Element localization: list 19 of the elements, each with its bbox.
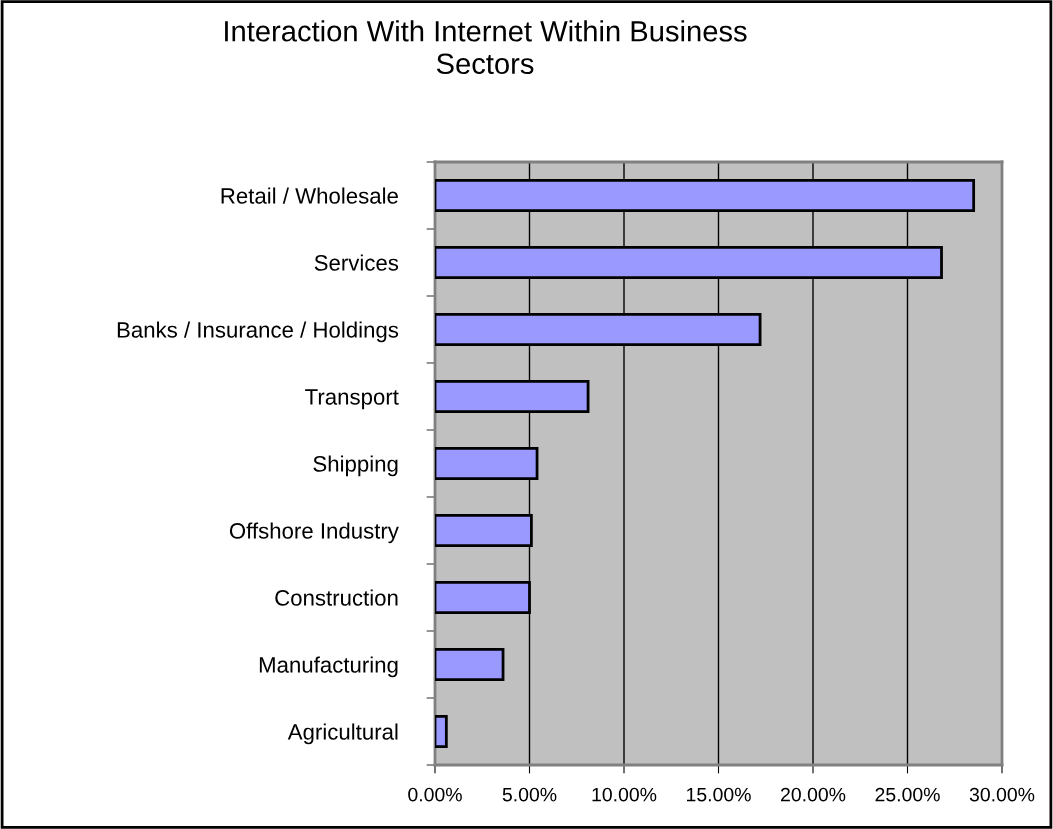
x-tick-label: 20.00%	[781, 787, 846, 802]
y-tick-label: Transport	[305, 389, 399, 410]
y-tick-label: Agricultural	[287, 723, 398, 745]
y-tick-label: Manufacturing	[259, 656, 398, 678]
bar	[435, 715, 448, 748]
chart-title: Interaction With Internet Within Business Sectors	[225, 20, 747, 75]
y-tick-label: Retail / Wholesale	[221, 187, 398, 204]
x-tick-label: 25.00%	[875, 787, 940, 802]
x-tick-label: 15.00%	[687, 787, 751, 802]
y-tick-label: Offshore Industry	[229, 522, 399, 544]
y-tick-label: Construction	[275, 589, 398, 606]
bar	[435, 648, 505, 681]
x-tick-label: 0.00%	[408, 787, 462, 802]
x-tick-label: 10.00%	[592, 787, 657, 802]
y-tick-label: Banks / Insurance / Holdings	[117, 321, 399, 343]
y-tick-label: Shipping	[313, 455, 398, 477]
x-tick-label: 30.00%	[969, 787, 1035, 802]
y-tick-label: Services	[314, 254, 399, 271]
x-tick-label: 5.00%	[502, 787, 557, 802]
